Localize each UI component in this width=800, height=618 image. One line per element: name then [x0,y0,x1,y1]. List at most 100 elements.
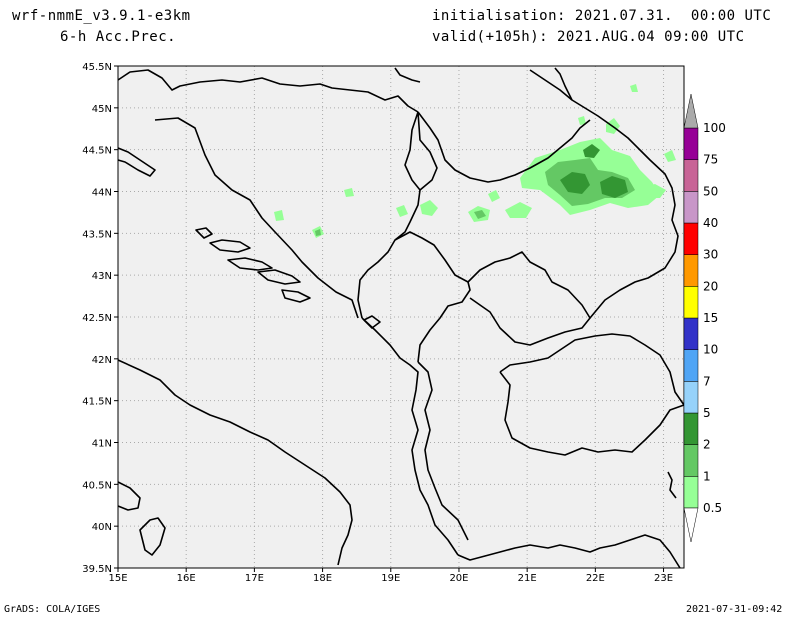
kosovo-border [467,251,591,346]
colorbar-segment [683,317,699,350]
gargano [117,481,141,511]
lon-tick-label: 17E [245,573,264,584]
colorbar-label: 20 [703,279,718,293]
dalmatia-island-5 [195,227,213,239]
north-river-1 [394,67,421,83]
coastlines-borders [117,67,685,569]
init-time: initialisation: 2021.07.31. 00:00 UTC [432,8,772,24]
lon-tick-label: 15E [108,573,127,584]
colorbar-segment [683,159,699,192]
lon-tick-label: 20E [449,573,468,584]
lon-tick-label: 23E [654,573,673,584]
colorbar-segment [683,349,699,382]
bosnia-north-border [404,111,421,191]
italy-heel [139,517,166,556]
greece-coast [457,534,681,569]
colorbar-segment [683,286,699,319]
north-river-2 [529,69,573,101]
lat-tick-label: 44N [92,188,112,199]
lat-tick-label: 45.5N [82,62,112,73]
colorbar-label: 5 [703,406,711,420]
lat-tick-label: 40.5N [82,480,112,491]
lon-tick-label: 19E [381,573,400,584]
footer-credit: GrADS: COLA/IGES [4,604,101,615]
precip-heavy-1 [560,172,590,194]
lon-tick-label: 16E [177,573,196,584]
valid-time: valid(+105h): 2021.AUG.04 09:00 UTC [432,29,745,45]
colorbar-label: 40 [703,216,718,230]
lat-tick-label: 41.5N [82,397,112,408]
lat-tick-label: 44.5N [82,146,112,157]
lon-tick-label: 21E [518,573,537,584]
montenegro-serbia-border [394,231,471,363]
precip-light-east [640,184,666,198]
colorbar-label: 75 [703,153,718,167]
colorbar-label: 50 [703,184,718,198]
colorbar-label: 30 [703,248,718,262]
lon-tick-label: 18E [313,573,332,584]
serbia-east-edge [417,111,438,191]
precip-light-ne1 [630,84,638,92]
dalmatia-island-1 [209,239,251,253]
lat-tick-label: 45N [92,104,112,115]
istria [117,147,156,177]
colorbar-segment [683,191,699,224]
lat-tick-label: 39.5N [82,564,112,575]
precip-patches [274,84,676,238]
croatia-bosnia-border [154,117,359,319]
precip-light-mid5 [488,190,500,202]
croatia-hungary-border [117,69,419,113]
colorbar-overflow [683,93,699,129]
italy-adriatic-coast [117,359,353,566]
albania-coast [361,317,459,556]
precip-light-ne3 [578,116,586,125]
albania-east-border [417,361,469,541]
lat-tick-label: 42.5N [82,313,112,324]
colorbar-segment [683,412,699,445]
colorbar-label: 2 [703,438,711,452]
colorbar-segment [683,444,699,477]
precip-light-mid4 [396,205,408,217]
precip-med-w1 [315,229,321,236]
lat-tick-label: 42N [92,355,112,366]
precip-heavy-2 [600,176,628,198]
precip-light-mid3 [420,200,438,216]
lat-tick-label: 41N [92,439,112,450]
lat-tick-label: 40N [92,522,112,533]
model-title: wrf-nmmE_v3.9.1-e3km [12,8,191,24]
lon-axis: 15E 16E 17E 18E 19E 20E 21E 22E 23E [108,568,673,584]
macedonia-west-border [499,333,685,406]
danube-romania [417,111,591,183]
dalmatia-island-4 [281,289,311,303]
macedonia-bulgaria-border [554,67,679,319]
lon-tick-label: 22E [586,573,605,584]
colorbar-segment [683,381,699,414]
kotor-bay [363,315,381,329]
colorbar-segment [683,254,699,287]
drina-border [357,189,421,319]
colorbar-label: 15 [703,311,718,325]
field-title: 6-h Acc.Prec. [60,29,177,45]
colorbar-label: 1 [703,469,711,483]
colorbar-segment [683,222,699,255]
lat-axis: 45.5N 45N 44.5N 44N 43.5N 43N 42.5N 42N 41.5N 41N… [82,62,118,575]
macedonia-south-border [499,371,685,456]
lat-tick-label: 43.5N [82,229,112,240]
lat-tick-label: 43N [92,271,112,282]
colorbar-label: 0.5 [703,501,722,515]
precip-light-w2 [344,188,354,197]
dalmatia-island-2 [227,257,273,271]
precip-light-mid2 [505,202,532,218]
greece-channel [667,471,677,499]
colorbar-label: 7 [703,374,711,388]
dalmatia-island-3 [257,269,301,285]
precip-light-w3 [274,210,284,221]
precip-heavy-3 [583,144,600,158]
colorbar-segment [683,476,699,509]
colorbar-segment [683,127,699,160]
colorbar: 0.5 1 2 5 7 10 15 20 30 40 50 75 100 [683,93,726,543]
precip-light-ne2 [664,150,676,162]
precip-med-mid1 [474,210,486,219]
footer-timestamp: 2021-07-31-09:42 [686,604,783,615]
